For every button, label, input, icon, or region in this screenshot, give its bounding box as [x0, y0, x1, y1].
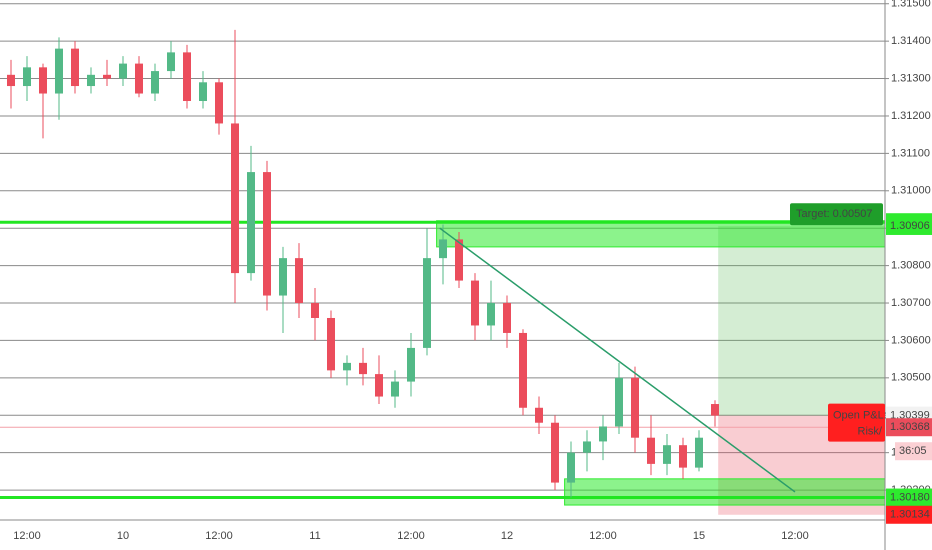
candle-body	[567, 452, 575, 483]
price-label-box	[886, 216, 932, 235]
target-note-box	[790, 203, 883, 226]
y-tick-label: 1.30500	[891, 372, 931, 384]
countdown: 36:05	[899, 445, 927, 457]
candle-body	[71, 48, 79, 87]
candle-body	[391, 381, 399, 397]
candle-body	[631, 377, 639, 438]
candle-body	[455, 239, 463, 281]
candle-body	[55, 48, 63, 94]
y-tick-label: 1.30700	[891, 297, 931, 309]
candle-body	[231, 123, 239, 274]
y-tick-label: 1.31400	[891, 35, 931, 47]
candle-body	[583, 441, 591, 453]
profit-zone	[718, 225, 885, 416]
candle-body	[519, 332, 527, 408]
x-tick-label: 11	[309, 530, 320, 542]
candle-body	[679, 445, 687, 468]
y-tick-label: 1.30600	[891, 334, 931, 346]
y-tick-label: 1.31300	[891, 72, 931, 84]
y-tick-label: 1.31200	[891, 110, 931, 122]
candle-body	[439, 239, 447, 259]
candle-body	[167, 52, 175, 72]
candle-body	[135, 63, 143, 94]
countdown-box	[895, 442, 932, 461]
candle-body	[695, 437, 703, 468]
support-zone	[564, 478, 886, 506]
pnl-note: Open P&L:	[833, 410, 887, 422]
candle-body	[87, 74, 95, 87]
candle-body	[711, 404, 719, 416]
candle-body	[215, 82, 223, 124]
candle-body	[407, 347, 415, 382]
x-tick-label: 10	[117, 530, 129, 542]
candle-body	[647, 437, 655, 464]
candle-body	[487, 303, 495, 326]
price-label: 1.30180	[890, 491, 930, 503]
candle-body	[183, 52, 191, 102]
candle-body	[247, 172, 255, 274]
x-tick-label: 12:00	[13, 530, 41, 542]
candle-body	[375, 374, 383, 397]
price-label-box	[886, 488, 932, 507]
candle-body	[151, 71, 159, 94]
candle-body	[263, 172, 271, 296]
candle-body	[503, 303, 511, 333]
candle-body	[199, 82, 207, 102]
x-tick-label: 12:00	[589, 530, 617, 542]
candle-body	[663, 445, 671, 464]
candle-body	[311, 303, 319, 318]
target-note: Target: 0.00507	[796, 208, 872, 220]
candle-body	[471, 280, 479, 326]
price-label: 1.30368	[890, 421, 930, 433]
trendline	[439, 227, 796, 493]
price-label-box	[886, 505, 932, 524]
price-label: 1.30906	[890, 220, 930, 232]
candle-body	[535, 407, 543, 423]
y-tick-label: 1.31000	[891, 185, 931, 197]
candle-body	[103, 74, 111, 79]
price-label: 1.30134	[890, 509, 930, 521]
x-tick-label: 12:00	[397, 530, 425, 542]
candle-body	[39, 67, 47, 94]
candle-body	[615, 377, 623, 427]
candle-body	[119, 63, 127, 79]
pnl-note: Risk/	[858, 426, 883, 438]
x-tick-label: 15	[693, 530, 705, 542]
x-tick-label: 12:00	[205, 530, 233, 542]
candle-body	[343, 362, 351, 371]
candle-body	[599, 426, 607, 442]
candle-body	[327, 317, 335, 371]
candle-body	[295, 258, 303, 304]
pnl-note-box	[828, 403, 885, 442]
candle-body	[359, 362, 367, 375]
axis-panel	[885, 0, 932, 550]
candle-body	[551, 422, 559, 483]
x-tick-label: 12:00	[781, 530, 809, 542]
y-tick-label: 1.31100	[891, 147, 930, 159]
x-tick-label: 12	[501, 530, 513, 542]
candle-body	[23, 67, 31, 87]
y-tick-label: 1.31500	[891, 0, 931, 10]
candle-body	[279, 258, 287, 296]
candle-body	[423, 258, 431, 348]
price-label-box	[886, 418, 932, 437]
candle-body	[7, 74, 15, 87]
y-tick-label: 1.30800	[891, 260, 931, 272]
